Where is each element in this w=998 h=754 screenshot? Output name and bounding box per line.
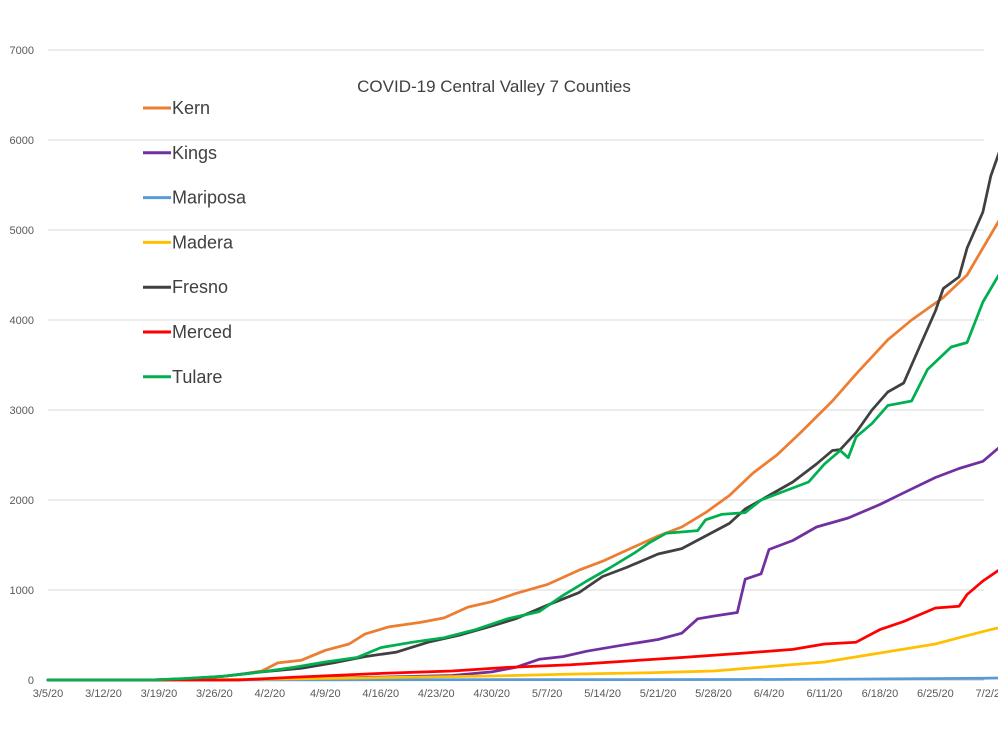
x-tick-label: 4/2/20	[255, 688, 286, 700]
y-tick-label: 6000	[10, 135, 34, 147]
series-line-mariposa	[46, 676, 998, 682]
x-tick-label: 5/7/20	[532, 688, 563, 700]
legend: Kern Kings Mariposa Madera Fresno Merced Tular…	[143, 98, 247, 387]
x-tick-label: 3/5/20	[33, 688, 64, 700]
series-line-kings	[46, 446, 998, 682]
series-lines	[46, 151, 998, 682]
x-tick-label: 4/30/20	[473, 688, 510, 700]
x-tick-label: 6/4/20	[754, 688, 785, 700]
x-tick-label: 3/26/20	[196, 688, 233, 700]
series-line-kern	[46, 219, 998, 682]
y-axis-ticks: 0 1000 2000 3000 4000 5000 6000 7000	[10, 45, 34, 687]
legend-label-kern: Kern	[172, 98, 210, 118]
y-tick-label: 4000	[10, 315, 34, 327]
legend-label-mariposa: Mariposa	[172, 188, 247, 208]
x-tick-label: 4/9/20	[310, 688, 341, 700]
x-tick-label: 6/25/20	[917, 688, 954, 700]
x-tick-label: 5/14/20	[584, 688, 621, 700]
y-tick-label: 5000	[10, 225, 34, 237]
series-line-madera	[46, 626, 998, 682]
y-tick-label: 7000	[10, 45, 34, 57]
x-axis-ticks: 3/5/20 3/12/20 3/19/20 3/26/20 4/2/20 4/9/20 4…	[33, 688, 998, 700]
legend-label-merced: Merced	[172, 322, 232, 342]
series-line-merced	[46, 569, 998, 682]
x-tick-label: 3/12/20	[85, 688, 122, 700]
x-tick-label: 7/2/20	[976, 688, 998, 700]
legend-label-tulare: Tulare	[172, 367, 222, 387]
y-tick-label: 3000	[10, 405, 34, 417]
y-tick-label: 0	[28, 675, 34, 687]
y-tick-label: 1000	[10, 585, 34, 597]
x-tick-label: 3/19/20	[141, 688, 178, 700]
x-tick-label: 4/16/20	[362, 688, 399, 700]
legend-label-kings: Kings	[172, 143, 217, 163]
y-tick-label: 2000	[10, 495, 34, 507]
legend-label-madera: Madera	[172, 232, 234, 252]
grid-lines	[48, 49, 984, 591]
chart-title: COVID-19 Central Valley 7 Counties	[357, 77, 631, 96]
x-tick-label: 6/18/20	[862, 688, 899, 700]
x-tick-label: 5/28/20	[695, 688, 732, 700]
x-tick-label: 4/23/20	[418, 688, 455, 700]
legend-label-fresno: Fresno	[172, 277, 228, 297]
x-tick-label: 5/21/20	[640, 688, 677, 700]
x-tick-label: 6/11/20	[807, 688, 843, 700]
series-line-tulare	[46, 273, 998, 682]
